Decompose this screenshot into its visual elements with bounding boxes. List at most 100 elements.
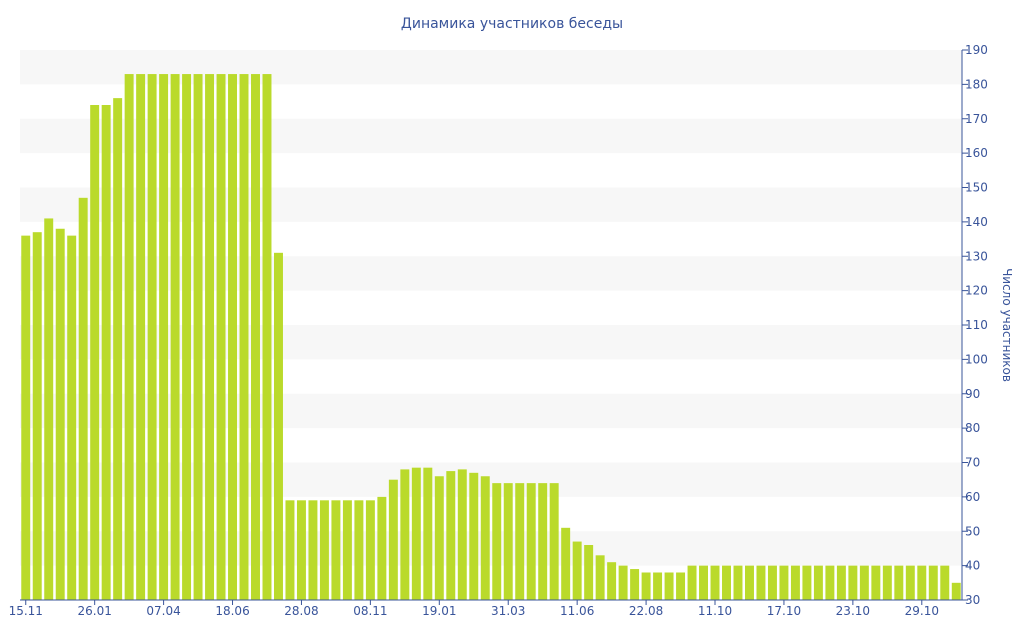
bar[interactable] bbox=[228, 74, 237, 600]
bar[interactable] bbox=[630, 569, 640, 600]
bar[interactable] bbox=[825, 565, 835, 601]
bar[interactable] bbox=[859, 565, 869, 601]
bar[interactable] bbox=[251, 74, 260, 600]
x-tick-label: 29.10 bbox=[905, 604, 939, 618]
y-tick-label: 30 bbox=[965, 593, 980, 607]
bar[interactable] bbox=[917, 565, 927, 601]
x-tick-label: 17.10 bbox=[767, 604, 801, 618]
bar[interactable] bbox=[342, 500, 352, 600]
bar[interactable] bbox=[285, 500, 295, 600]
bar[interactable] bbox=[480, 476, 490, 600]
bar[interactable] bbox=[710, 565, 720, 601]
bar[interactable] bbox=[377, 496, 387, 601]
bar[interactable] bbox=[400, 469, 410, 601]
bar[interactable] bbox=[779, 565, 789, 601]
bar[interactable] bbox=[434, 476, 444, 600]
bar[interactable] bbox=[55, 228, 65, 600]
y-tick-label: 140 bbox=[965, 215, 988, 229]
bar[interactable] bbox=[836, 565, 846, 601]
bar[interactable] bbox=[745, 565, 754, 601]
bar[interactable] bbox=[790, 565, 800, 601]
bar[interactable] bbox=[124, 74, 134, 600]
bar[interactable] bbox=[848, 565, 858, 601]
bar[interactable] bbox=[262, 74, 272, 600]
bar[interactable] bbox=[664, 572, 674, 601]
bar[interactable] bbox=[722, 565, 731, 601]
bar[interactable] bbox=[331, 500, 341, 600]
bar[interactable] bbox=[572, 541, 582, 600]
bar[interactable] bbox=[538, 483, 548, 601]
x-tick-label: 15.11 bbox=[9, 604, 43, 618]
bar[interactable] bbox=[354, 500, 364, 600]
bar[interactable] bbox=[308, 500, 318, 600]
bar[interactable] bbox=[446, 471, 456, 600]
bar[interactable] bbox=[905, 565, 915, 601]
bar[interactable] bbox=[882, 565, 892, 601]
bar[interactable] bbox=[871, 565, 881, 601]
bar[interactable] bbox=[136, 74, 146, 600]
bar[interactable] bbox=[549, 483, 559, 601]
bar[interactable] bbox=[365, 500, 375, 600]
bar[interactable] bbox=[641, 572, 651, 601]
bar[interactable] bbox=[561, 527, 571, 600]
bar[interactable] bbox=[21, 235, 31, 601]
bar[interactable] bbox=[193, 74, 203, 600]
bar[interactable] bbox=[676, 572, 686, 601]
x-tick-label: 18.06 bbox=[215, 604, 249, 618]
bar[interactable] bbox=[813, 565, 823, 601]
y-tick-label: 150 bbox=[965, 181, 988, 195]
bar[interactable] bbox=[584, 545, 594, 600]
bar[interactable] bbox=[767, 565, 777, 601]
y-axis-ticks: 30 40 50 60 70 80 90 100 110 120 130 140 150 160 170 18… bbox=[962, 43, 988, 607]
bar[interactable] bbox=[113, 98, 123, 601]
bar[interactable] bbox=[159, 74, 169, 600]
bar[interactable] bbox=[205, 74, 215, 600]
y-tick-label: 90 bbox=[965, 387, 980, 401]
bar[interactable] bbox=[951, 582, 961, 600]
bar[interactable] bbox=[147, 74, 157, 600]
bar[interactable] bbox=[170, 74, 180, 600]
y-tick-label: 130 bbox=[965, 249, 988, 263]
bar[interactable] bbox=[67, 235, 77, 601]
y-tick-label: 180 bbox=[965, 77, 988, 91]
bar[interactable] bbox=[90, 105, 100, 600]
bar[interactable] bbox=[699, 565, 708, 601]
bar[interactable] bbox=[411, 467, 421, 600]
x-tick-label: 26.01 bbox=[77, 604, 111, 618]
bar[interactable] bbox=[503, 483, 513, 601]
y-tick-label: 80 bbox=[965, 421, 980, 435]
bar[interactable] bbox=[296, 500, 306, 600]
bar[interactable] bbox=[940, 565, 950, 601]
x-tick-label: 22.08 bbox=[629, 604, 663, 618]
bar[interactable] bbox=[239, 74, 249, 600]
bar[interactable] bbox=[526, 483, 536, 601]
bar[interactable] bbox=[687, 565, 697, 601]
y-tick-label: 40 bbox=[965, 559, 980, 573]
bar[interactable] bbox=[802, 565, 812, 601]
bar[interactable] bbox=[44, 218, 54, 600]
bar[interactable] bbox=[457, 469, 467, 601]
bar[interactable] bbox=[319, 500, 329, 600]
bar[interactable] bbox=[595, 555, 605, 600]
bar[interactable] bbox=[928, 565, 938, 601]
bar[interactable] bbox=[653, 572, 663, 601]
bar[interactable] bbox=[515, 483, 525, 601]
y-tick-label: 160 bbox=[965, 146, 988, 160]
bar[interactable] bbox=[182, 74, 192, 600]
y-tick-label: 110 bbox=[965, 318, 988, 332]
bar[interactable] bbox=[388, 479, 398, 600]
bar[interactable] bbox=[423, 467, 433, 600]
bar[interactable] bbox=[492, 483, 502, 601]
bar[interactable] bbox=[607, 562, 617, 600]
bar[interactable] bbox=[733, 565, 743, 601]
bar[interactable] bbox=[32, 232, 42, 600]
bar[interactable] bbox=[618, 565, 628, 601]
bar[interactable] bbox=[78, 197, 88, 600]
bar[interactable] bbox=[469, 472, 479, 600]
bar[interactable] bbox=[274, 252, 283, 600]
bar[interactable] bbox=[216, 74, 226, 600]
bar[interactable] bbox=[894, 565, 904, 601]
y-tick-label: 170 bbox=[965, 112, 988, 126]
bar[interactable] bbox=[756, 565, 766, 601]
bar[interactable] bbox=[101, 105, 111, 600]
